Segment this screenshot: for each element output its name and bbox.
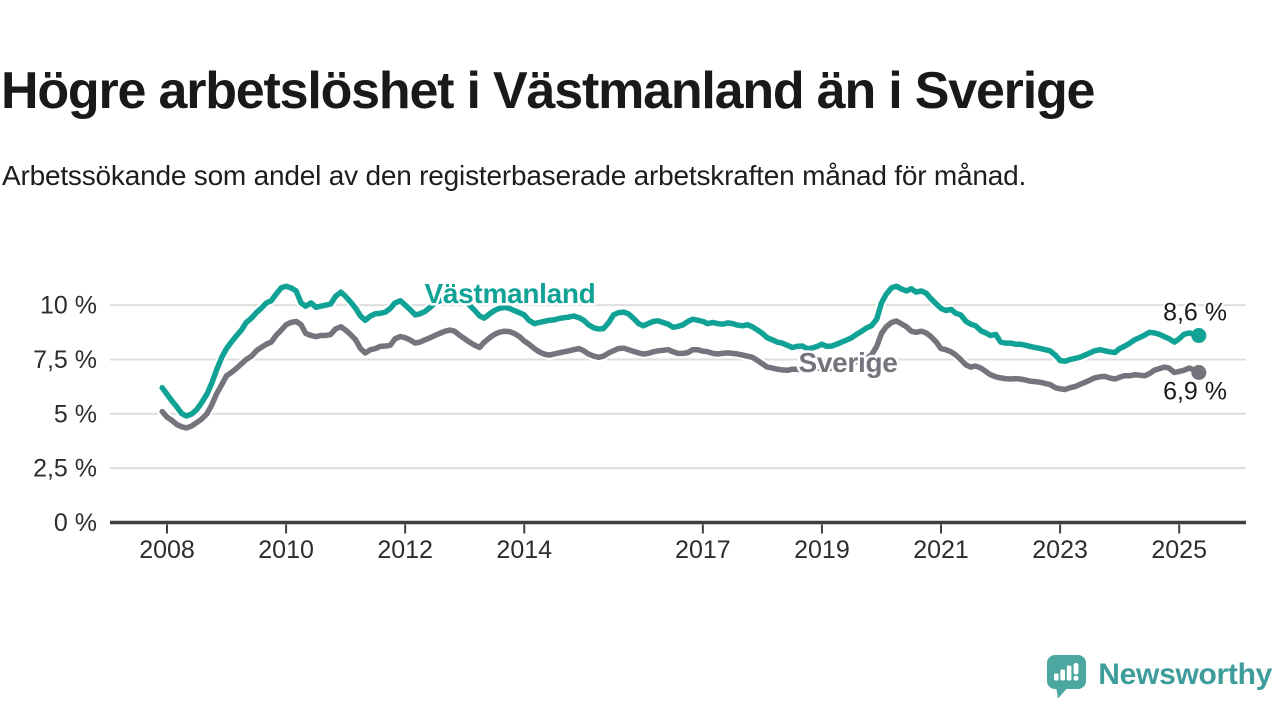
newsworthy-wordmark: Newsworthy (1098, 658, 1272, 691)
newsworthy-speech-bubble-barchart-icon (1047, 655, 1087, 698)
y-tick-label: 0 % (54, 509, 97, 537)
y-tick-label: 7,5 % (33, 346, 97, 374)
x-tick-label: 2008 (139, 536, 195, 564)
series-label-sverige: Sverige (798, 347, 897, 378)
unemployment-line-chart: 2008 2010 2012 2014 2017 2019 2021 2023 2025 10 %… (33, 278, 1246, 564)
x-tick-label: 2021 (913, 536, 969, 564)
x-tick-label: 2014 (496, 536, 552, 564)
series-end-label-sverige: 6,9 % (1163, 377, 1227, 405)
x-tick-label: 2025 (1151, 536, 1207, 564)
series-line-v-stmanland (159, 283, 1202, 419)
series-end-label-v-stmanland: 8,6 % (1163, 299, 1227, 327)
series-end-dot-v-stmanland (1191, 328, 1207, 344)
x-tick-label: 2019 (794, 536, 850, 564)
y-tick-label: 10 % (40, 292, 97, 320)
chart-subtitle: Arbetssökande som andel av den registerb… (2, 160, 1027, 191)
series-line-sverige (159, 318, 1202, 431)
series-end-dot-sverige (1191, 364, 1207, 380)
y-tick-label: 2,5 % (33, 455, 97, 483)
x-tick-label: 2010 (258, 536, 314, 564)
y-tick-label: 5 % (54, 400, 97, 428)
newsworthy-logo: Newsworthy (1043, 652, 1272, 698)
x-tick-label: 2023 (1032, 536, 1088, 564)
series-label-v-stmanland: Västmanland (425, 278, 596, 309)
x-tick-label: 2012 (377, 536, 433, 564)
page-title: Högre arbetslöshet i Västmanland än i Sv… (1, 61, 1095, 120)
x-tick-label: 2017 (675, 536, 731, 564)
